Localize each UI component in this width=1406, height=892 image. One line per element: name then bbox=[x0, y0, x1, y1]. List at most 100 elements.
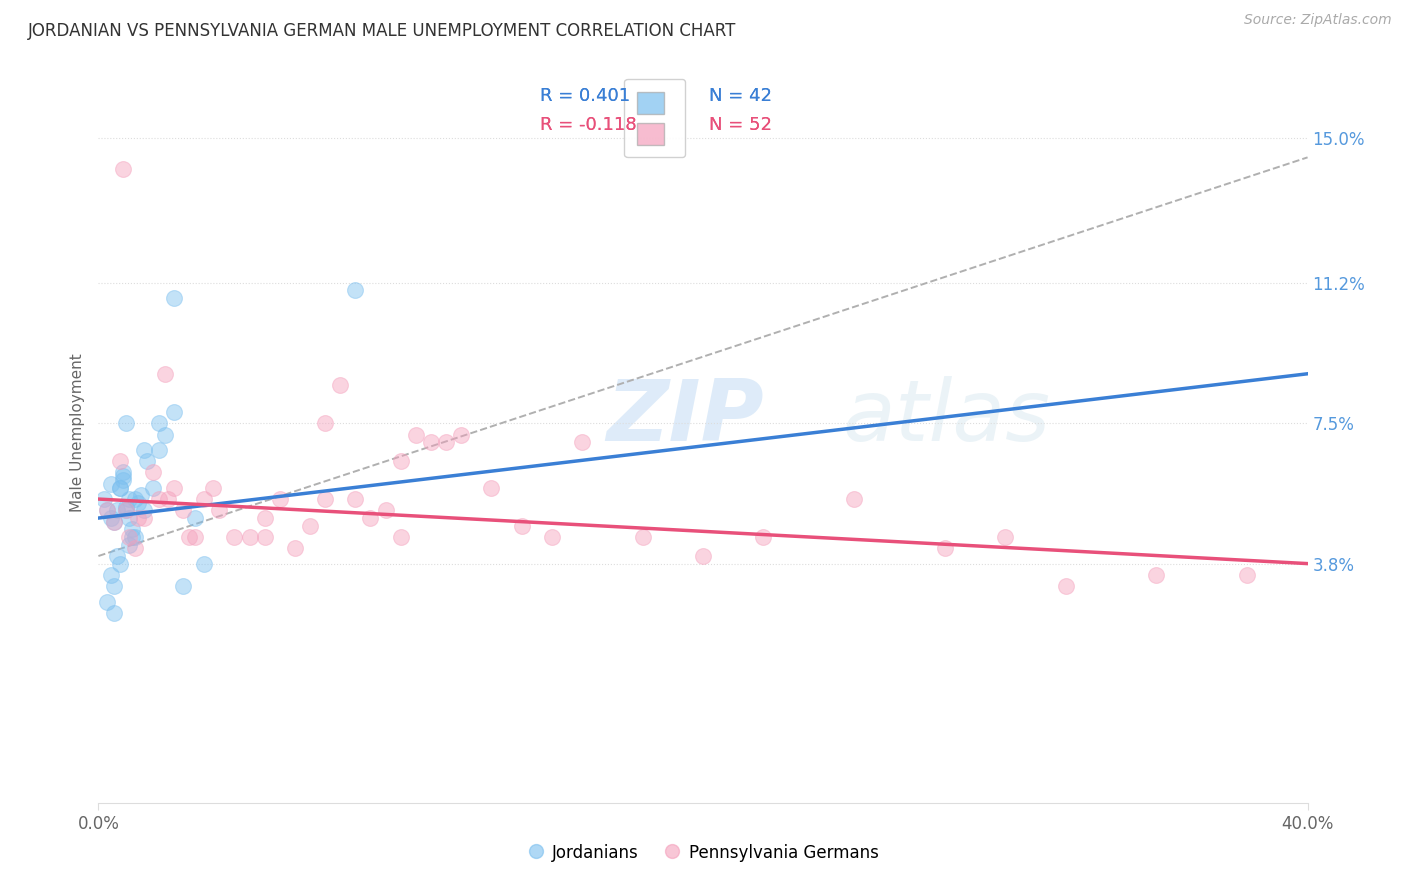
Point bbox=[127, 496, 149, 510]
Point bbox=[103, 579, 125, 593]
Point bbox=[239, 530, 262, 544]
Point bbox=[114, 503, 136, 517]
Legend: , : , bbox=[624, 78, 685, 157]
Text: N = 52: N = 52 bbox=[709, 116, 772, 135]
Point bbox=[389, 530, 412, 544]
Text: N = 52: N = 52 bbox=[709, 116, 772, 135]
Text: R = -0.118: R = -0.118 bbox=[540, 116, 637, 135]
Y-axis label: Male Unemployment: Male Unemployment bbox=[69, 353, 84, 512]
Point bbox=[163, 405, 186, 419]
Point bbox=[510, 518, 533, 533]
Point bbox=[163, 291, 186, 305]
Text: N = 42: N = 42 bbox=[709, 87, 772, 104]
Point bbox=[844, 491, 866, 506]
Point bbox=[344, 491, 367, 506]
Text: R = -0.118: R = -0.118 bbox=[540, 116, 637, 135]
Point bbox=[132, 503, 155, 517]
Point bbox=[184, 511, 207, 525]
Point bbox=[148, 416, 170, 430]
Point bbox=[111, 469, 134, 483]
Point bbox=[103, 515, 125, 529]
Point bbox=[253, 530, 276, 544]
Point bbox=[284, 541, 307, 556]
Point bbox=[118, 511, 141, 525]
Point bbox=[631, 530, 654, 544]
Point bbox=[100, 476, 122, 491]
Point bbox=[121, 523, 143, 537]
Point bbox=[96, 503, 118, 517]
Point bbox=[389, 454, 412, 468]
Point bbox=[994, 530, 1017, 544]
Point bbox=[121, 530, 143, 544]
Point bbox=[172, 579, 194, 593]
Point bbox=[103, 515, 125, 529]
Point bbox=[96, 594, 118, 608]
Text: R = 0.401: R = 0.401 bbox=[540, 87, 630, 104]
Point bbox=[1054, 579, 1077, 593]
Point bbox=[405, 427, 427, 442]
Point bbox=[752, 530, 775, 544]
Point bbox=[269, 491, 291, 506]
Point bbox=[224, 530, 246, 544]
Point bbox=[142, 481, 165, 495]
Point bbox=[132, 511, 155, 525]
Point bbox=[299, 518, 322, 533]
Point bbox=[135, 454, 157, 468]
Point bbox=[142, 466, 165, 480]
Point bbox=[193, 491, 215, 506]
Point bbox=[314, 491, 336, 506]
Point bbox=[450, 427, 472, 442]
Point bbox=[127, 511, 149, 525]
Point bbox=[148, 442, 170, 457]
Point bbox=[374, 503, 396, 517]
Point bbox=[179, 530, 201, 544]
Point bbox=[111, 161, 134, 176]
Text: ZIP: ZIP bbox=[606, 376, 763, 459]
Point bbox=[434, 435, 457, 450]
Point bbox=[1146, 568, 1168, 582]
Text: Source: ZipAtlas.com: Source: ZipAtlas.com bbox=[1244, 13, 1392, 28]
Point bbox=[253, 511, 276, 525]
Point bbox=[124, 530, 146, 544]
Point bbox=[129, 488, 152, 502]
Point bbox=[118, 530, 141, 544]
Point bbox=[108, 481, 131, 495]
Point bbox=[153, 427, 176, 442]
Point bbox=[208, 503, 231, 517]
Point bbox=[118, 538, 141, 552]
Point bbox=[108, 481, 131, 495]
Point bbox=[105, 549, 128, 563]
Text: JORDANIAN VS PENNSYLVANIA GERMAN MALE UNEMPLOYMENT CORRELATION CHART: JORDANIAN VS PENNSYLVANIA GERMAN MALE UN… bbox=[28, 22, 737, 40]
Point bbox=[420, 435, 443, 450]
Point bbox=[103, 606, 125, 620]
Point bbox=[540, 530, 562, 544]
Point bbox=[93, 491, 115, 506]
Point bbox=[111, 473, 134, 487]
Point bbox=[124, 491, 146, 506]
Point bbox=[314, 416, 336, 430]
Point bbox=[163, 481, 186, 495]
Text: R = 0.401: R = 0.401 bbox=[540, 87, 630, 104]
Point bbox=[934, 541, 956, 556]
Point bbox=[96, 503, 118, 517]
Point bbox=[100, 568, 122, 582]
Point bbox=[114, 416, 136, 430]
Point bbox=[172, 503, 194, 517]
Point bbox=[100, 511, 122, 525]
Point bbox=[360, 511, 382, 525]
Point bbox=[571, 435, 593, 450]
Point bbox=[114, 503, 136, 517]
Point bbox=[105, 503, 128, 517]
Point bbox=[1236, 568, 1258, 582]
Point bbox=[481, 481, 503, 495]
Point bbox=[153, 367, 176, 381]
Point bbox=[202, 481, 225, 495]
Point bbox=[193, 557, 215, 571]
Point bbox=[111, 466, 134, 480]
Text: atlas: atlas bbox=[842, 376, 1050, 459]
Point bbox=[148, 491, 170, 506]
Point bbox=[124, 541, 146, 556]
Point bbox=[329, 378, 352, 392]
Point bbox=[118, 491, 141, 506]
Point bbox=[692, 549, 714, 563]
